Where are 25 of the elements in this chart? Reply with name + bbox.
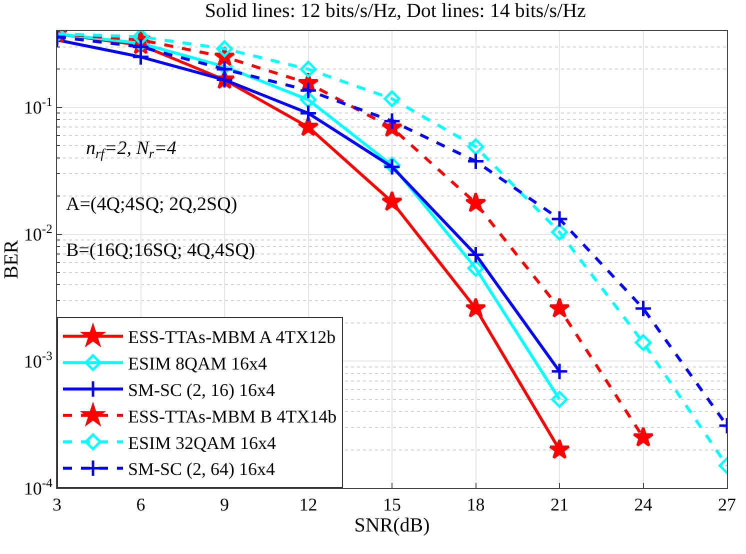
y-axis-title: BER bbox=[0, 239, 22, 279]
annotation: A=(4Q;4SQ; 2Q,2SQ) bbox=[66, 194, 238, 215]
x-tick-label: 27 bbox=[718, 494, 736, 515]
annotation: B=(16Q;16SQ; 4Q,4SQ) bbox=[66, 240, 256, 261]
y-tick-label: 10$^{-3}$ bbox=[24, 348, 52, 372]
x-axis-title: SNR(dB) bbox=[354, 514, 430, 537]
x-tick-label: 24 bbox=[634, 494, 652, 515]
x-tick-label: 12 bbox=[299, 494, 318, 515]
x-tick-label: 21 bbox=[550, 494, 568, 515]
y-tick-label: 10$^{-2}$ bbox=[24, 222, 52, 245]
legend-label: SM-SC (2, 64) 16x4 bbox=[128, 459, 276, 480]
legend-label: ESS-TTAs-MBM A 4TX12b bbox=[128, 327, 336, 348]
chart-title: Solid lines: 12 bits/s/Hz, Dot lines: 14 bits/s/Hz bbox=[204, 0, 586, 22]
x-tick-label: 18 bbox=[466, 494, 485, 515]
legend-label: ESS-TTAs-MBM B 4TX14b bbox=[128, 406, 337, 426]
legend-label: SM-SC (2, 16) 16x4 bbox=[128, 380, 276, 400]
x-tick-label: 9 bbox=[220, 494, 229, 515]
legend-label: ESIM 32QAM 16x4 bbox=[128, 432, 276, 453]
legend-label: ESIM 8QAM 16x4 bbox=[128, 354, 268, 374]
x-tick-label: 3 bbox=[52, 494, 62, 515]
annotation: n$_{rf}$=2, N$_{r}$=4 bbox=[86, 138, 177, 161]
x-tick-label: 6 bbox=[136, 494, 146, 515]
y-tick-label: 10$^{-4}$ bbox=[24, 476, 54, 498]
x-tick-label: 15 bbox=[383, 494, 401, 515]
y-tick-label: 10$^{-1}$ bbox=[24, 95, 52, 118]
